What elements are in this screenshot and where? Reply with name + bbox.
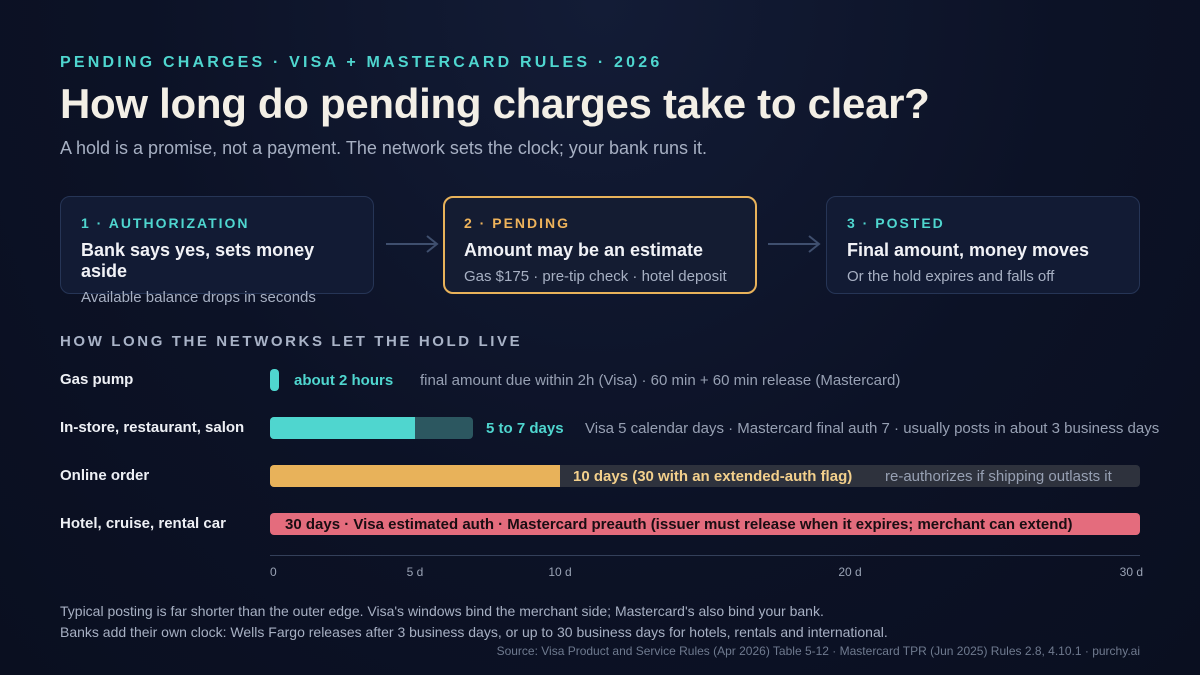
step-label: 1 · AUTHORIZATION: [81, 215, 250, 231]
bar-online-order: [270, 465, 560, 487]
bar-in-store: [270, 417, 415, 439]
row-label-gas-pump: Gas pump: [60, 371, 134, 388]
page-subtitle: A hold is a promise, not a payment. The …: [60, 138, 707, 158]
footnote-line-1: Typical posting is far shorter than the …: [60, 603, 824, 619]
step-description: Available balance drops in seconds: [81, 289, 316, 306]
bar-hotel: [270, 513, 1140, 535]
step-card-authorization: 1 · AUTHORIZATION Bank says yes, sets mo…: [60, 196, 374, 306]
bar-gas-pump: [270, 369, 279, 391]
row-label-online-order: Online order: [60, 467, 150, 484]
x-tick-label: 30 d: [1119, 565, 1143, 579]
bar-note-gas-pump: final amount due within 2h (Visa) · 60 m…: [420, 372, 901, 389]
step-title: Final amount, money moves: [847, 240, 1090, 260]
eyebrow: PENDING CHARGES · VISA + MASTERCARD RULE…: [60, 54, 663, 71]
x-tick-label: 20 d: [838, 565, 862, 579]
page-title: How long do pending charges take to clea…: [60, 80, 930, 127]
step-title: Bank says yes, sets money aside: [81, 240, 315, 281]
step-description: Or the hold expires and falls off: [847, 268, 1055, 285]
arrow-right-icon: [768, 235, 821, 253]
row-label-hotel: Hotel, cruise, rental car: [60, 515, 226, 532]
step-label: 2 · PENDING: [464, 215, 571, 231]
source-note: Source: Visa Product and Service Rules (…: [496, 644, 1140, 658]
step-card-pending: 2 · PENDING Amount may be an estimate Ga…: [443, 196, 757, 294]
bar-note-online-order: re-authorizes if shipping outlasts it: [885, 468, 1112, 485]
bar-value-in-store: 5 to 7 days: [486, 420, 564, 437]
chart-section-title: HOW LONG THE NETWORKS LET THE HOLD LIVE: [60, 333, 523, 350]
step-description: Gas $175 · pre-tip check · hotel deposit: [464, 268, 727, 285]
row-label-in-store: In-store, restaurant, salon: [60, 419, 245, 436]
arrow-right-icon: [386, 235, 439, 253]
step-card-posted: 3 · POSTED Final amount, money moves Or …: [826, 196, 1140, 294]
x-tick-label: 5 d: [406, 565, 424, 579]
bar-value-online-order: 10 days (30 with an extended-auth flag): [573, 468, 853, 485]
footnote-line-2: Banks add their own clock: Wells Fargo r…: [60, 624, 888, 640]
x-axis-line: [270, 555, 1140, 556]
bar-value-hotel: 30 days · Visa estimated auth · Masterca…: [285, 516, 1073, 533]
x-tick-label: 10 d: [548, 565, 572, 579]
bar-note-in-store: Visa 5 calendar days · Mastercard final …: [585, 420, 1160, 437]
x-tick-label: 0: [270, 565, 277, 579]
step-label: 3 · POSTED: [847, 215, 945, 231]
bar-value-gas-pump: about 2 hours: [294, 372, 394, 389]
step-title: Amount may be an estimate: [464, 240, 704, 260]
